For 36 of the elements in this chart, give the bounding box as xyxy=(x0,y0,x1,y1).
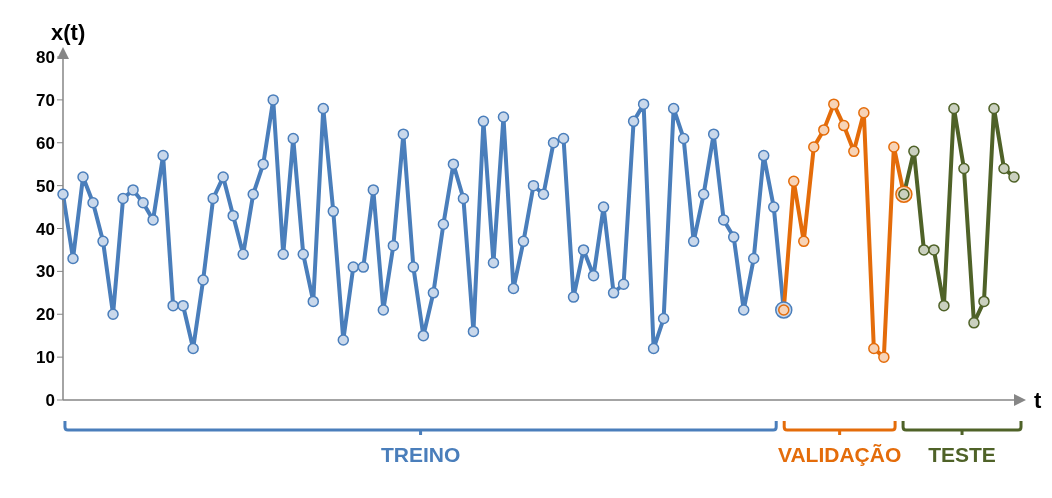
point xyxy=(818,124,830,136)
point xyxy=(988,102,1000,115)
point xyxy=(878,351,890,363)
y-tick-label: 10 xyxy=(36,348,55,368)
y-tick-label: 80 xyxy=(36,48,55,68)
y-tick-label: 30 xyxy=(36,262,55,282)
point xyxy=(828,98,840,110)
point xyxy=(978,295,990,308)
point xyxy=(968,317,980,329)
point xyxy=(808,141,820,153)
y-tick-label: 20 xyxy=(36,305,55,325)
point xyxy=(918,244,930,256)
point xyxy=(888,141,900,153)
legend-label: TREINO xyxy=(380,443,461,466)
point xyxy=(928,244,940,256)
point xyxy=(908,145,920,158)
point xyxy=(788,175,800,188)
y-axis-title: x(t) xyxy=(51,20,86,45)
point xyxy=(798,235,810,248)
point xyxy=(998,162,1010,175)
y-tick-label: 0 xyxy=(45,391,55,411)
point xyxy=(838,119,850,132)
point xyxy=(938,299,950,312)
point xyxy=(948,102,960,115)
y-tick-label: 50 xyxy=(36,176,55,196)
y-tick-label: 60 xyxy=(36,133,55,153)
point xyxy=(958,162,970,175)
point xyxy=(848,145,860,158)
point xyxy=(858,106,870,119)
x-axis-title: t xyxy=(1034,387,1042,413)
point xyxy=(1008,171,1020,183)
point xyxy=(868,342,880,355)
y-tick-label: 70 xyxy=(36,90,55,110)
legend-label: VALIDAÇÃO xyxy=(778,443,902,466)
y-tick-label: 40 xyxy=(36,219,55,239)
legend-label: TESTE xyxy=(928,443,996,466)
